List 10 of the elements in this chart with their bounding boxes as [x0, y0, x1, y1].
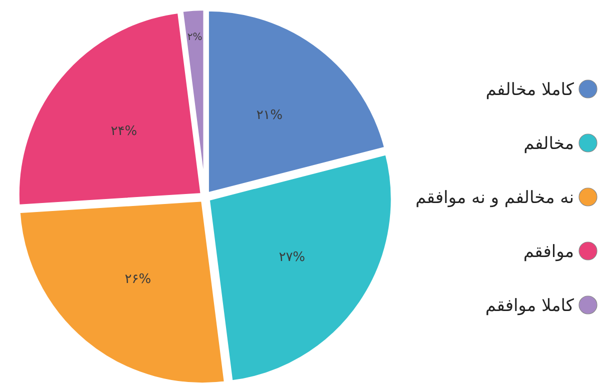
data-label: ۲۷% — [278, 250, 306, 266]
data-label: ۲% — [187, 32, 202, 44]
data-label: ۲۴% — [110, 124, 138, 139]
legend-label: موافقم — [523, 242, 574, 262]
legend-label: نه مخالفم و نه موافقم — [415, 188, 574, 208]
legend-label: کاملا موافقم — [485, 296, 575, 316]
data-label: ۲۱% — [256, 108, 283, 123]
legend-label: کاملا مخالفم — [486, 80, 575, 100]
data-label: ۲۶% — [124, 272, 152, 288]
legend-label: مخالفم — [524, 134, 574, 154]
